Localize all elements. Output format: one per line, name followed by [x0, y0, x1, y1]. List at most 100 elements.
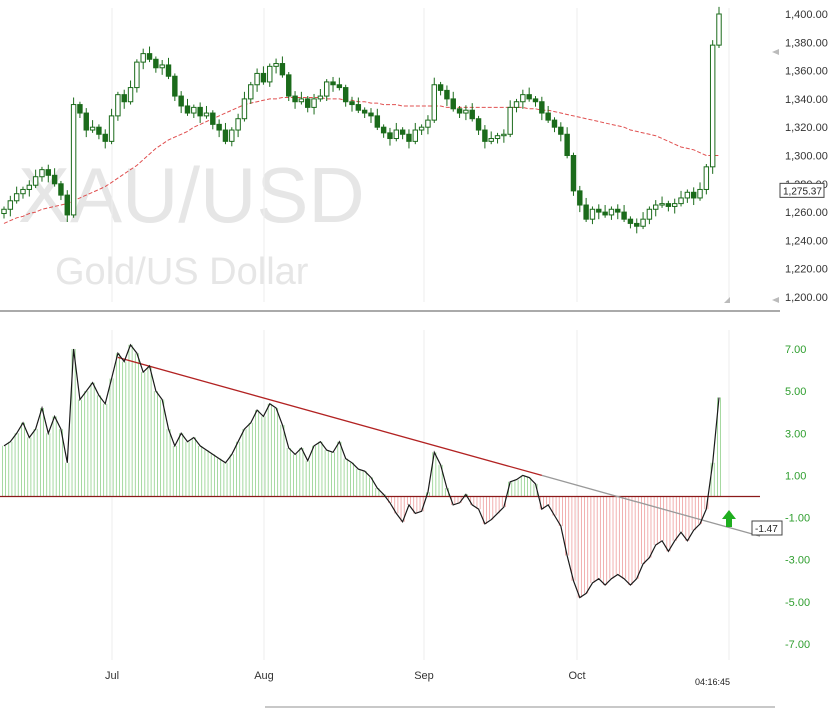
candle-body [45, 169, 52, 176]
oscillator-axis[interactable]: 7.00 5.00 3.00 1.00 -1.00 -3.00 -5.00 -7.00 [785, 344, 810, 651]
candle-body [330, 81, 336, 86]
candle [336, 77, 343, 91]
candle [678, 190, 684, 207]
candle [45, 164, 52, 183]
candle [551, 117, 558, 133]
candle [608, 206, 615, 220]
candle-body [1, 208, 7, 215]
scale-marker-icon [772, 297, 779, 303]
oscillator-line [3, 343, 720, 599]
candle [229, 127, 235, 147]
candle [286, 72, 292, 102]
price-tick-label: 1,320.00 [785, 122, 828, 134]
candle [488, 131, 494, 145]
oscillator-tick-label: -3.00 [785, 555, 810, 567]
candle-body [248, 84, 254, 100]
candle [355, 97, 362, 114]
candle [70, 97, 77, 218]
candle [501, 129, 507, 143]
watermark-name: Gold/US Dollar [55, 251, 309, 293]
candle-body [203, 112, 210, 117]
candle [298, 91, 305, 105]
candle [273, 58, 279, 74]
candle [482, 125, 488, 149]
candle [20, 186, 26, 199]
candle [172, 73, 178, 102]
candle-body [355, 104, 362, 111]
candle-body [482, 129, 488, 142]
trendline-extension[interactable] [541, 474, 761, 537]
time-axis[interactable]: Jul Aug Sep Oct [105, 670, 586, 682]
candle-body [621, 211, 627, 220]
candle [684, 189, 691, 203]
candle [178, 91, 184, 114]
candle [102, 129, 108, 149]
price-tick-label: 1,240.00 [785, 235, 828, 247]
candle-body [89, 126, 96, 131]
oscillator-tick-label: 5.00 [785, 386, 806, 398]
candle [545, 105, 551, 123]
candle [437, 81, 444, 96]
price-tick-label: 1,360.00 [785, 66, 828, 78]
candle [558, 122, 564, 142]
candle-body [254, 72, 260, 86]
candle [368, 108, 374, 123]
candle-body [96, 126, 102, 135]
candle-body [279, 63, 286, 76]
resize-corner-icon[interactable] [724, 297, 730, 303]
candle-body [494, 135, 501, 140]
candle-body [127, 87, 134, 103]
candle [716, 6, 722, 48]
candle [653, 200, 659, 217]
candle-body [336, 84, 343, 89]
watermark-symbol: XAU/USD [18, 151, 365, 239]
candle [361, 107, 368, 119]
candle-body [444, 89, 450, 100]
candle-body [608, 208, 615, 216]
candle [640, 212, 646, 230]
candle-body [323, 81, 330, 97]
candle [646, 206, 653, 225]
candle-body [286, 74, 292, 97]
candle-body [450, 98, 456, 110]
candle [494, 132, 501, 144]
candle-body [298, 98, 305, 103]
candle [709, 40, 716, 174]
candle-body [197, 106, 203, 117]
oscillator-bars [2, 344, 721, 598]
candle-body [596, 208, 602, 213]
candle [349, 96, 355, 112]
candle-body [64, 194, 70, 216]
candle-body [406, 133, 412, 142]
candle-body [241, 98, 248, 120]
candle [539, 96, 545, 121]
candle-body [13, 193, 20, 202]
candle-body [507, 106, 513, 135]
price-tick-label: 1,380.00 [785, 37, 828, 49]
candle-body [121, 94, 127, 103]
candle-body [697, 188, 703, 199]
moving-average-line [3, 97, 719, 224]
candle-body [267, 65, 273, 83]
candle-body [83, 112, 89, 131]
candle [596, 204, 602, 220]
candle-body [501, 133, 507, 137]
candle [222, 122, 229, 145]
candle-body [690, 191, 697, 199]
candle-body [488, 138, 494, 142]
candle [323, 79, 330, 102]
candle [570, 152, 577, 196]
price-axis[interactable]: 1,200.001,220.001,240.001,260.001,280.00… [785, 9, 828, 304]
candle [165, 57, 172, 80]
candle [703, 163, 710, 195]
candle-body [26, 184, 33, 190]
candle [260, 66, 267, 85]
candle [583, 197, 589, 223]
trendline[interactable] [117, 356, 543, 477]
candle-body [589, 208, 596, 220]
price-tick-label: 1,340.00 [785, 94, 828, 106]
price-tick-label: 1,220.00 [785, 264, 828, 276]
candle-body [77, 104, 83, 114]
candle-body [469, 109, 475, 120]
candle-body [216, 123, 222, 131]
